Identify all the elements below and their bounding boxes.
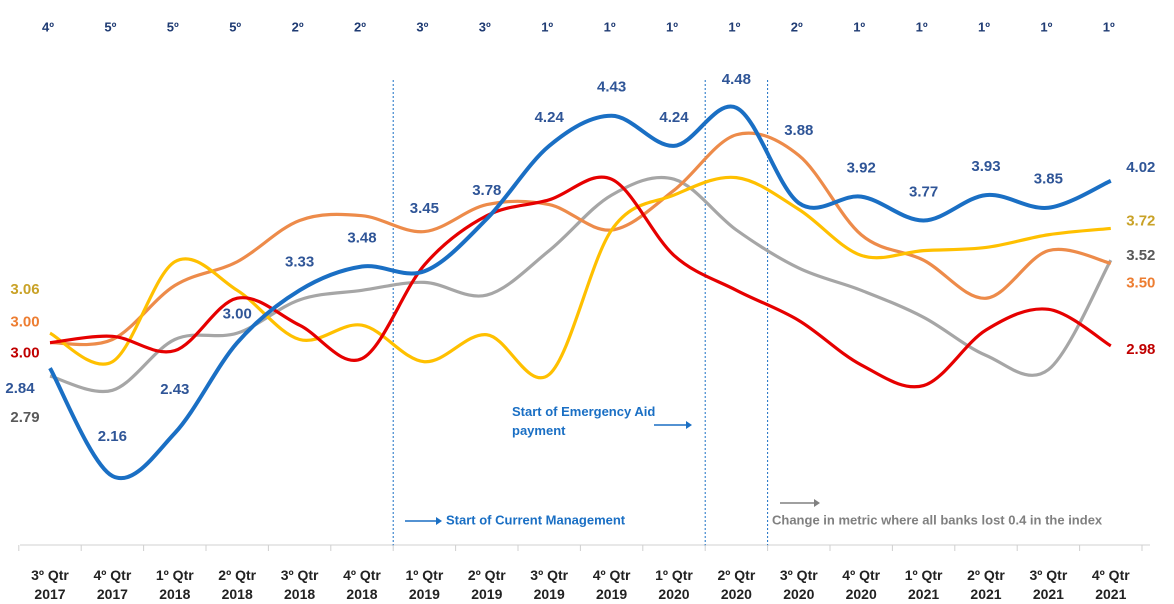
data-label: 3.93	[971, 158, 1000, 175]
ranking: 1º	[728, 19, 740, 34]
data-label: 3.52	[1126, 247, 1155, 264]
line	[49, 175, 1113, 394]
x-tick-label: 3º Qtr 2018	[280, 567, 319, 602]
annotation: Start of Emergency Aid payment	[512, 404, 656, 438]
ranking: 2º	[354, 19, 366, 34]
data-label: 3.00	[223, 306, 252, 323]
data-label: 2.16	[98, 428, 127, 445]
x-tick-label: 1º Qtr 2018	[155, 567, 194, 602]
x-tick-label: 1º Qtr 2019	[405, 567, 444, 602]
x-tick-label: 2º Qtr 2018	[218, 567, 257, 602]
annotation: Change in metric where all banks lost 0.…	[772, 512, 1103, 527]
data-label: 3.06	[10, 281, 39, 298]
x-tick-label: 3º Qtr 2017	[31, 567, 69, 602]
line	[49, 175, 1112, 389]
annotation: Start of Current Management	[446, 512, 626, 527]
ranking: 1º	[604, 19, 616, 34]
ranking: 5º	[104, 19, 116, 34]
data-label: 3.92	[847, 160, 876, 177]
ranking: 3º	[479, 19, 491, 34]
data-label: 3.77	[909, 183, 938, 200]
data-label: 3.33	[285, 253, 314, 270]
x-tick-label: 1º Qtr 2020	[655, 567, 693, 602]
ranking: 1º	[666, 19, 678, 34]
line	[49, 175, 1111, 380]
line	[49, 131, 1112, 347]
data-label: 4.43	[597, 79, 626, 96]
ranking: 4º	[42, 19, 54, 34]
data-label: 4.24	[535, 109, 565, 126]
data-label: 3.00	[10, 314, 39, 331]
data-label: 3.85	[1034, 171, 1063, 188]
ranking: 1º	[1103, 19, 1115, 34]
x-tick-label: 4º Qtr 2020	[842, 567, 881, 602]
x-tick-label: 4º Qtr 2021	[1091, 567, 1130, 602]
ranking: 1º	[978, 19, 990, 34]
ranking: 1º	[1040, 19, 1052, 34]
arrow-head	[814, 499, 820, 507]
line	[48, 104, 1112, 481]
data-label: 3.78	[472, 182, 501, 199]
data-label: 4.02	[1126, 159, 1155, 176]
data-label: 3.88	[784, 122, 813, 139]
ranking: 1º	[916, 19, 928, 34]
ranking: 1º	[853, 19, 865, 34]
arrow-head	[686, 421, 692, 429]
x-tick-label: 3º Qtr 2020	[779, 567, 818, 602]
x-tick-label: 4º Qtr 2017	[93, 567, 132, 602]
ranking: 2º	[292, 19, 304, 34]
ranking: 5º	[167, 19, 179, 34]
data-label: 3.45	[410, 200, 439, 217]
data-label: 2.43	[160, 381, 189, 398]
x-tick-label: 2º Qtr 2019	[467, 567, 506, 602]
ranking: 5º	[229, 19, 241, 34]
data-label: 3.50	[1126, 274, 1155, 291]
data-label: 3.00	[10, 345, 39, 362]
ranking: 1º	[541, 19, 553, 34]
data-label: 4.24	[659, 109, 689, 126]
x-tick-label: 2º Qtr 2020	[717, 567, 756, 602]
x-tick-label: 4º Qtr 2019	[592, 567, 631, 602]
data-label: 3.72	[1126, 212, 1155, 229]
data-label: 2.84	[5, 380, 35, 397]
x-tick-label: 2º Qtr 2021	[967, 567, 1005, 602]
x-tick-label: 3º Qtr 2019	[530, 567, 569, 602]
x-tick-label: 3º Qtr 2021	[1029, 567, 1068, 602]
x-tick-label: 1º Qtr 2021	[904, 567, 943, 602]
arrow-head	[436, 517, 442, 525]
ranking: 3º	[416, 19, 428, 34]
ranking: 2º	[791, 19, 803, 34]
data-label: 4.48	[722, 71, 751, 88]
x-tick-label: 4º Qtr 2018	[343, 567, 381, 602]
data-label: 3.48	[347, 229, 376, 246]
data-label: 2.79	[10, 409, 39, 426]
data-label: 2.98	[1126, 341, 1155, 358]
